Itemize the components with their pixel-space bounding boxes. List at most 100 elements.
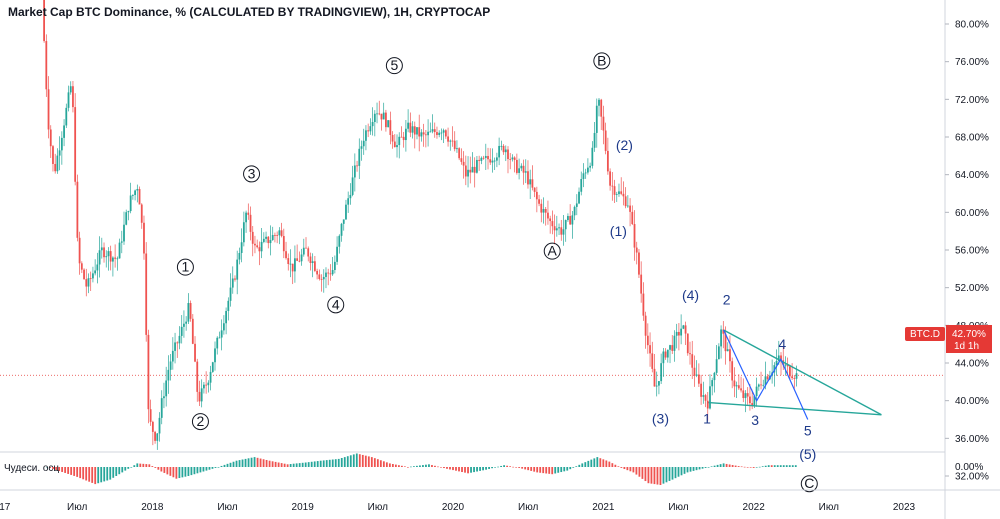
oscillator-bar <box>416 465 418 467</box>
candle-body <box>642 293 645 316</box>
candle-body <box>564 220 567 230</box>
oscillator-bar <box>364 455 367 467</box>
oscillator-bar <box>316 461 319 467</box>
oscillator-bar <box>283 463 286 467</box>
candle-body <box>285 251 287 259</box>
candle-body <box>358 148 361 166</box>
candle-body <box>722 329 725 334</box>
candle-body <box>533 187 536 192</box>
candle-body <box>411 126 414 133</box>
candle-body <box>87 278 90 287</box>
candle-body <box>553 226 556 231</box>
grid <box>0 374 945 453</box>
candle-body <box>198 391 201 402</box>
candle-body <box>733 380 736 387</box>
candle-body <box>398 136 401 146</box>
oscillator-bar <box>725 463 728 467</box>
y-tick-label: 52.00% <box>955 283 989 294</box>
oscillator-bar <box>611 463 614 467</box>
candle-body <box>407 122 410 129</box>
oscillator-bar <box>262 459 265 467</box>
candle-body <box>660 363 663 382</box>
oscillator-bar <box>644 467 647 482</box>
candle-body <box>74 107 77 182</box>
oscillator-bar <box>208 467 211 470</box>
oscillator-bar <box>211 467 214 469</box>
oscillator-bar <box>788 465 791 467</box>
candle-body <box>109 251 112 262</box>
candle-body <box>493 160 496 162</box>
oscillator-bar <box>241 459 244 467</box>
candle-body <box>542 208 545 213</box>
candle-body <box>449 140 452 142</box>
candle-body <box>706 400 709 409</box>
timeframe-label: 1d 1h <box>954 341 979 352</box>
candle-body <box>120 241 123 243</box>
oscillator-bar <box>506 465 509 467</box>
wave-label-text: (1) <box>610 223 627 239</box>
candle-body <box>149 409 152 422</box>
candle-body <box>249 214 252 232</box>
candle-body <box>504 149 507 153</box>
candle-body <box>467 169 469 177</box>
oscillator-bar <box>482 467 484 471</box>
oscillator-bar <box>677 467 680 477</box>
oscillator-label: Чудеси. осц <box>4 463 59 474</box>
oscillator-bar <box>343 457 346 467</box>
candle-body <box>626 205 629 207</box>
oscillator-bar <box>716 464 719 467</box>
oscillator-bar <box>373 458 376 467</box>
oscillator-bar <box>145 464 148 467</box>
x-tick-label: Июл <box>67 502 87 513</box>
candle-body <box>773 365 776 373</box>
oscillator-bar <box>557 467 560 473</box>
time-axis[interactable]: 017 Июл 2018 Июл 2019 Июл 2020 Июл 2021 Июл 2022 Ию… <box>0 489 1000 513</box>
candle-body <box>720 329 722 347</box>
candle-body <box>367 130 370 132</box>
candle-body <box>396 145 398 148</box>
candle-body <box>176 342 179 344</box>
oscillator-bar <box>193 467 196 475</box>
candle-body <box>134 190 136 196</box>
candle-body <box>689 353 691 355</box>
candle-body <box>385 112 387 128</box>
oscillator-bar <box>659 467 662 485</box>
candle-body <box>418 127 421 137</box>
wave-label: 3 <box>243 165 261 183</box>
candle-body <box>602 116 605 131</box>
candle-body <box>751 403 754 406</box>
wave-label: (3) <box>652 410 669 426</box>
candle-body <box>620 191 623 194</box>
candle-body <box>154 431 156 441</box>
candle-body <box>52 146 54 164</box>
candle-body <box>240 242 243 253</box>
candle-body <box>653 368 656 387</box>
candle-body <box>100 247 103 251</box>
candle-body <box>611 185 614 187</box>
candle-body <box>92 273 94 279</box>
last-price-badge[interactable]: BTC.D 42.70% 1d 1h <box>905 325 992 353</box>
candle-body <box>458 148 461 159</box>
oscillator-bar <box>500 465 503 467</box>
candle-body <box>78 237 81 264</box>
oscillator-bar <box>244 458 247 467</box>
candle-body <box>80 263 83 270</box>
candle-body <box>420 132 423 137</box>
candle-body <box>151 421 154 432</box>
candle-body <box>271 234 274 241</box>
candle-body <box>431 129 434 132</box>
oscillator-bar <box>584 462 587 467</box>
wave-label-circle <box>191 413 209 431</box>
y-tick-label: 44.00% <box>955 359 989 370</box>
oscillator-bar <box>773 465 776 467</box>
oscillator-bar <box>382 461 385 467</box>
oscillator-bar <box>698 467 701 470</box>
candle-body <box>296 258 299 261</box>
candle-body <box>760 384 762 386</box>
candle-body <box>644 315 647 336</box>
candle-body <box>658 381 660 386</box>
candle-body <box>664 351 667 358</box>
y-tick-label: 76.00% <box>955 57 989 68</box>
wave-label-text: 1 <box>182 259 190 275</box>
